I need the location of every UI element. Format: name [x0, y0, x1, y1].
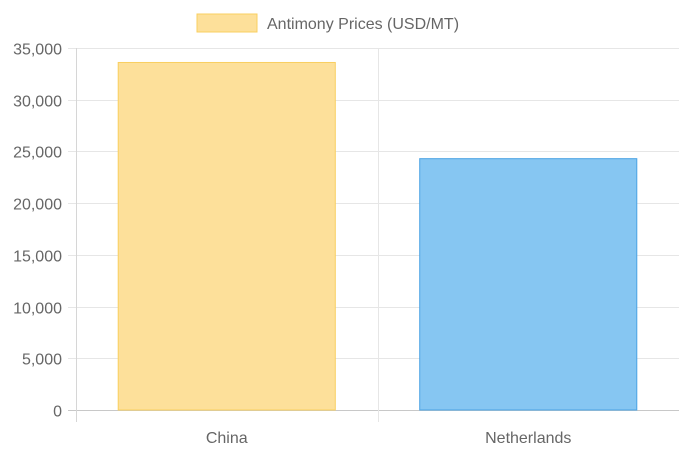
- bars: [117, 61, 638, 411]
- bar-china[interactable]: [117, 61, 336, 411]
- bar-netherlands[interactable]: [419, 158, 638, 411]
- y-tick-label: 25,000: [13, 145, 62, 162]
- y-tick-label: 20,000: [13, 197, 62, 214]
- y-tick-label: 30,000: [13, 94, 62, 111]
- legend-swatch[interactable]: [196, 13, 258, 33]
- y-tick-label: 35,000: [13, 42, 62, 59]
- x-tick-label: Netherlands: [485, 430, 571, 447]
- y-tick-label: 0: [53, 404, 62, 421]
- legend-label[interactable]: Antimony Prices (USD/MT): [267, 16, 459, 33]
- legend[interactable]: Antimony Prices (USD/MT): [196, 13, 459, 33]
- y-tick-label: 15,000: [13, 249, 62, 266]
- axes: [76, 48, 379, 422]
- x-tick-label: China: [206, 430, 248, 447]
- y-tick-label: 5,000: [22, 352, 62, 369]
- y-tick-label: 10,000: [13, 301, 62, 318]
- y-tick-labels: 35,000 30,000 25,000 20,000 15,000 10,000 5,00…: [13, 42, 62, 421]
- x-tick-labels: China Netherlands: [206, 430, 572, 447]
